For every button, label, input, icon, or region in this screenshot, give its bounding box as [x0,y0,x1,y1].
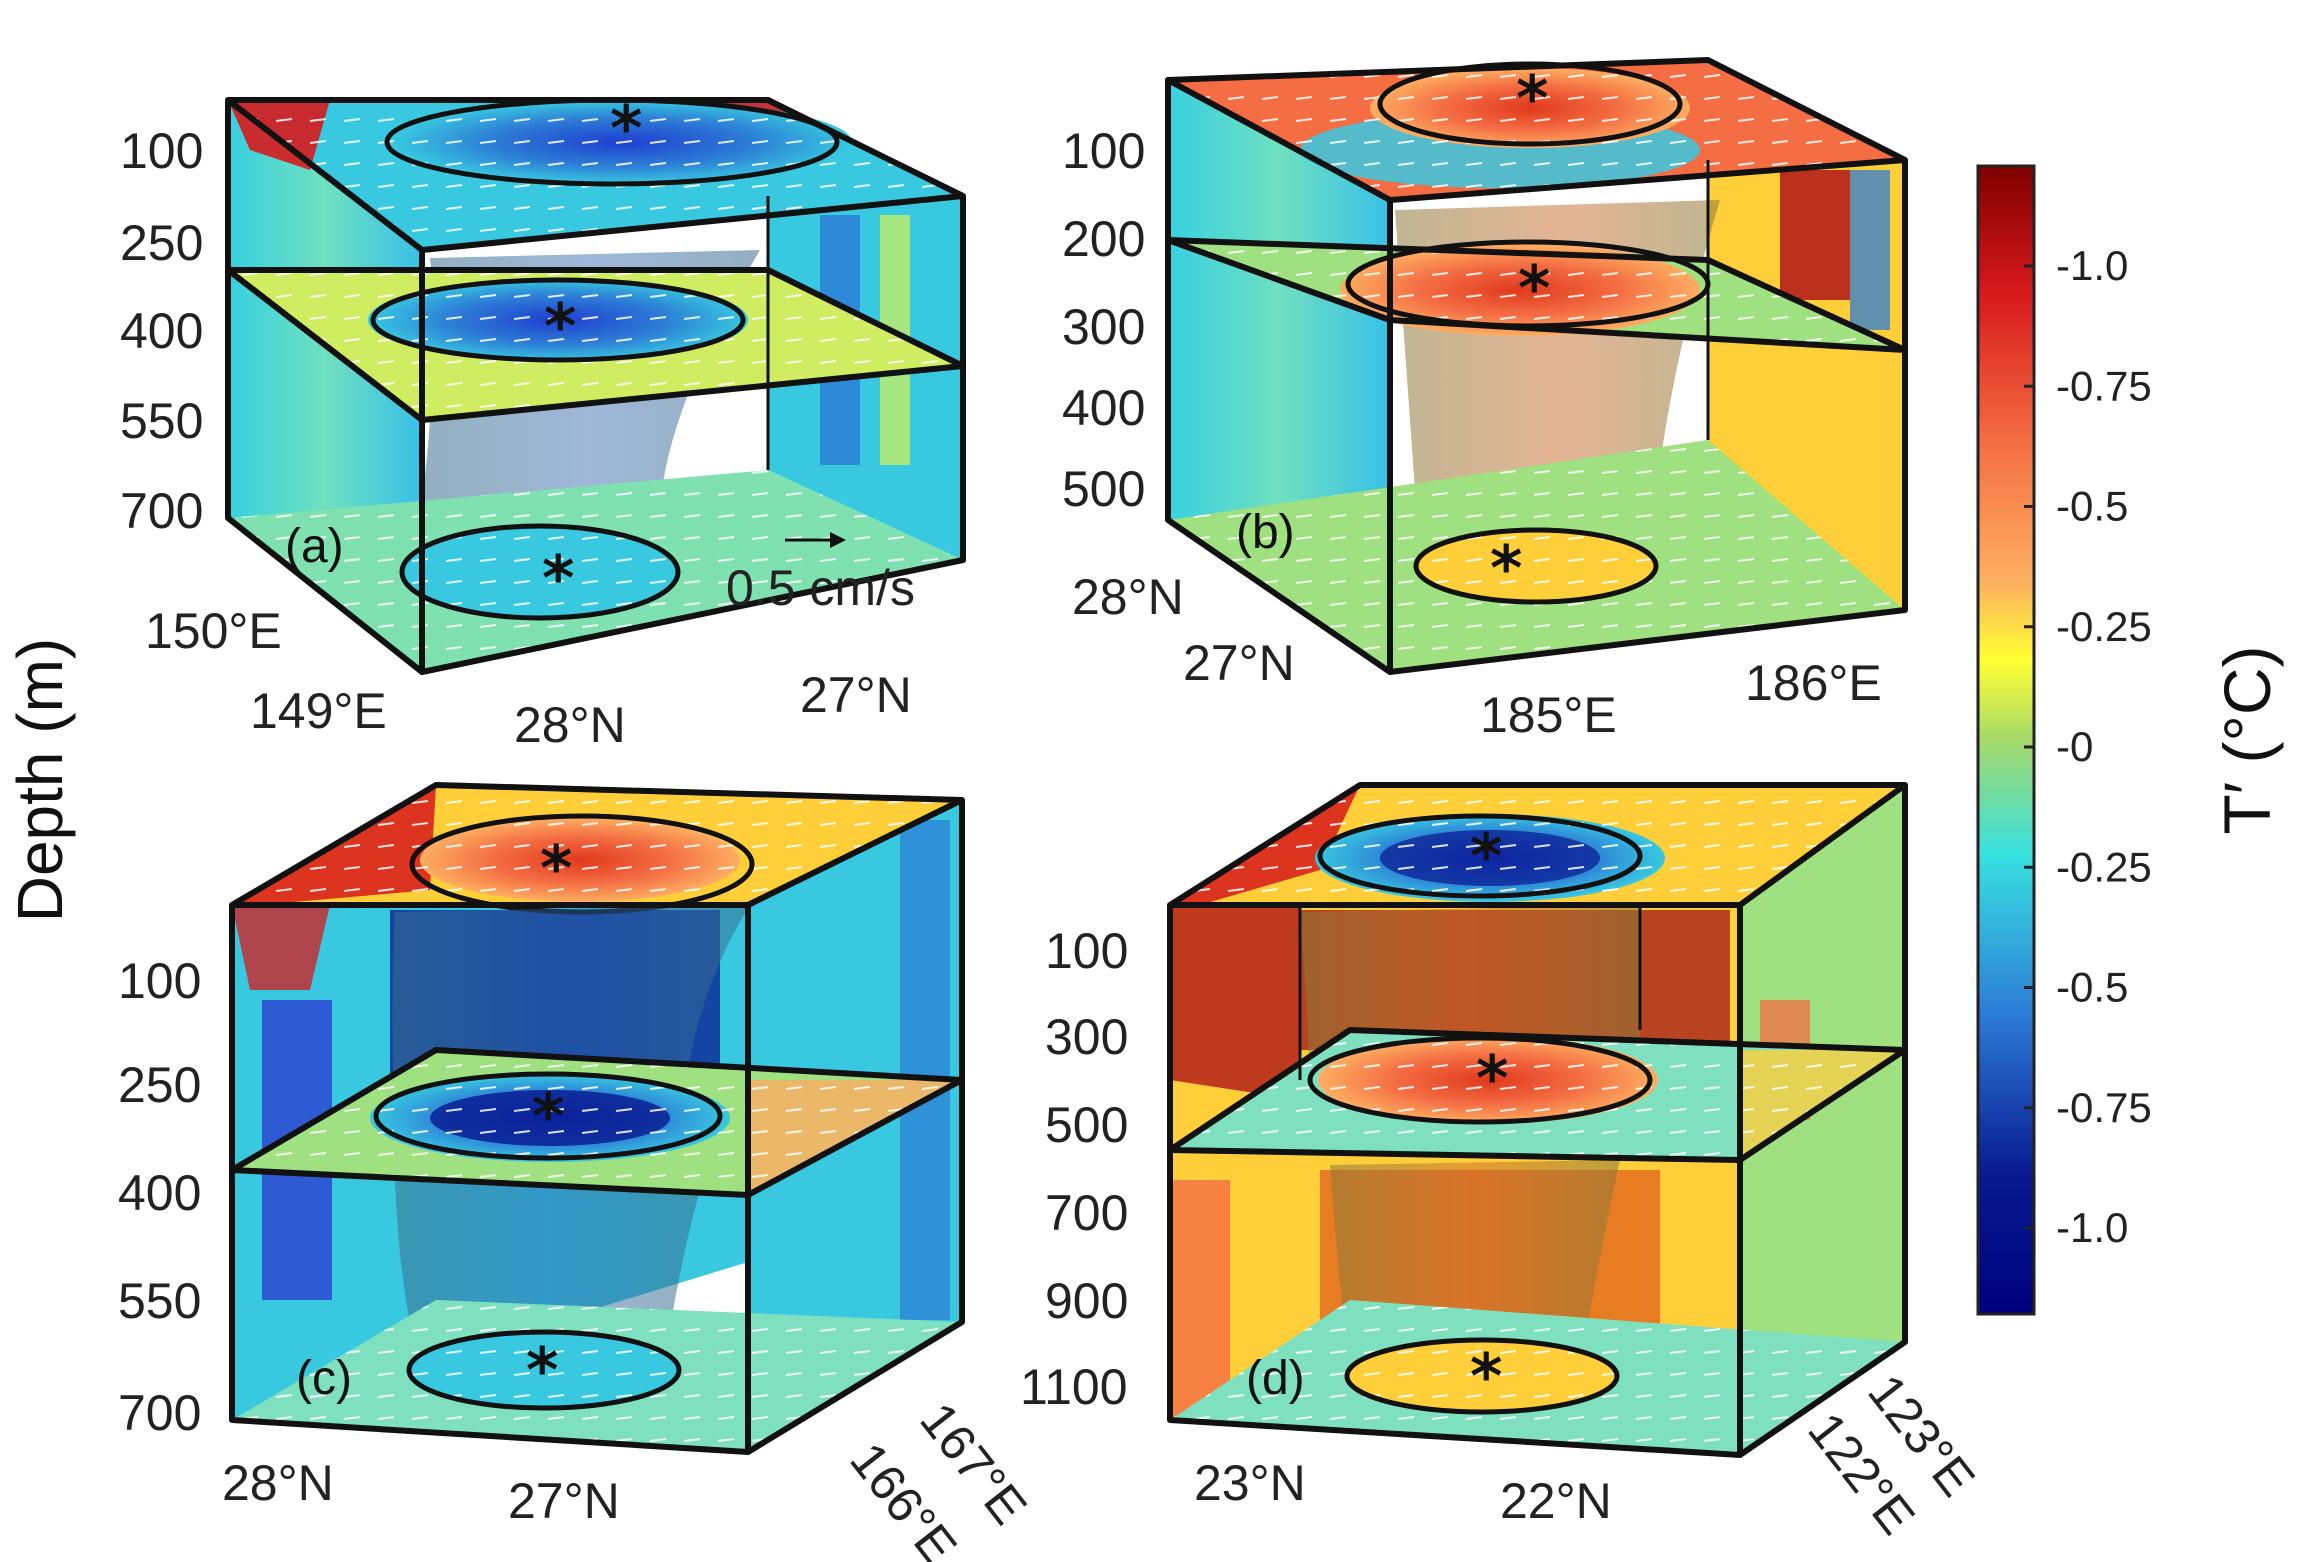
colorbar-tick-label: -0.5 [2056,964,2128,1011]
panel-a-center-star-top: * [610,92,642,165]
panel-c-lat-tick-1: 28°N [222,1455,334,1511]
panel-d-depth-tick-1: 100 [1045,923,1128,979]
panel-c-depth-tick-1: 100 [118,953,201,1009]
panel-c-depth-tick-3: 400 [118,1165,201,1221]
colorbar-tick-label: -0.75 [2056,362,2152,409]
panel-b-label: (b) [1236,506,1295,559]
colorbar-tick-label: -0.75 [2056,1084,2152,1131]
panel-b-lat-tick-1: 28°N [1072,569,1184,625]
colorbar-tick-label: -0 [2056,723,2093,770]
panel-a-depth-tick-5: 700 [120,483,203,539]
panel-b-depth-tick-4: 400 [1062,380,1145,436]
panel-c-label: (c) [296,1352,352,1405]
panel-b-depth-tick-1: 100 [1062,123,1145,179]
panel-b-depth-tick-2: 200 [1062,211,1145,267]
panel-b-center-star-mid: * [1518,252,1550,325]
panel-c-center-star-bottom: * [526,1334,558,1407]
panel-c-center-star-mid: * [532,1080,564,1153]
panel-d-lat-tick-2: 22°N [1500,1473,1612,1529]
panel-b-lat-tick-2: 27°N [1183,635,1295,691]
panel-a-depth-tick-3: 400 [120,303,203,359]
panel-a-depth-tick-2: 250 [120,215,203,271]
velocity-scale-label: 0.5 cm/s [726,560,915,616]
panel-a-lat-tick-1: 28°N [514,697,626,753]
colorbar-title: T′ (°C) [2210,645,2284,834]
panel-b-depth-tick-3: 300 [1062,299,1145,355]
colorbar-gradient [1976,164,2036,1316]
panel-a-depth-tick-1: 100 [120,123,203,179]
panel-d: * * * (d) 100 300 500 700 900 1100 23°N … [1020,782,1986,1545]
colorbar-tick-label: -0.25 [2056,843,2152,890]
panel-d-right-face [1740,785,1905,1455]
panel-b-center-star-top: * [1516,62,1548,135]
panel-a: * * * (a) 0.5 cm/s 100 250 400 550 700 1… [120,92,966,753]
panel-b-center-star-bottom: * [1490,532,1522,605]
panel-c: * * * (c) 100 250 400 550 700 28°N 27°N … [118,782,1038,1562]
panel-d-center-star-mid: * [1476,1042,1508,1115]
panel-d-label: (d) [1246,1352,1305,1405]
panel-c-center-star-top: * [540,832,572,905]
panel-d-depth-tick-3: 500 [1045,1097,1128,1153]
panel-a-lon-tick-1: 150°E [145,603,282,659]
panel-d-center-star-top: * [1470,820,1502,893]
panel-d-depth-tick-6: 1100 [1020,1359,1128,1415]
panel-b-lon-tick-2: 186°E [1745,655,1882,711]
panel-c-depth-tick-5: 700 [118,1385,201,1441]
panel-d-lat-tick-1: 23°N [1194,1455,1306,1511]
panel-d-depth-tick-5: 900 [1045,1273,1128,1329]
panel-a-center-star-bottom: * [542,542,574,615]
panel-a-lat-tick-2: 27°N [800,667,912,723]
panel-a-center-star-mid: * [544,290,576,363]
panel-b-depth-tick-5: 500 [1062,461,1145,517]
panel-a-label: (a) [285,520,344,573]
panel-c-lat-tick-2: 27°N [508,1473,620,1529]
panel-d-depth-tick-2: 300 [1045,1009,1128,1065]
panel-c-depth-tick-2: 250 [118,1057,201,1113]
colorbar-tick-label: -1.0 [2056,1204,2128,1251]
panel-b-lon-tick-1: 185°E [1480,687,1617,743]
colorbar: -1.0 -0.75 -0.5 -0.25 -0 -0.25 -0.5 -0.75 -1.0 T… [1976,164,2284,1316]
panel-c-depth-tick-4: 550 [118,1273,201,1329]
panel-d-center-star-bottom: * [1470,1340,1502,1413]
panel-a-depth-tick-4: 550 [120,393,203,449]
colorbar-tick-label: -1.0 [2056,242,2128,289]
colorbar-tick-label: -0.25 [2056,603,2152,650]
colorbar-tick-label: -0.5 [2056,483,2128,530]
depth-axis-label: Depth (m) [4,638,76,923]
panel-d-depth-tick-4: 700 [1045,1185,1128,1241]
panel-a-lon-tick-2: 149°E [250,683,387,739]
panel-b: * * * (b) 100 200 300 400 500 28°N 27°N … [1062,57,1908,743]
